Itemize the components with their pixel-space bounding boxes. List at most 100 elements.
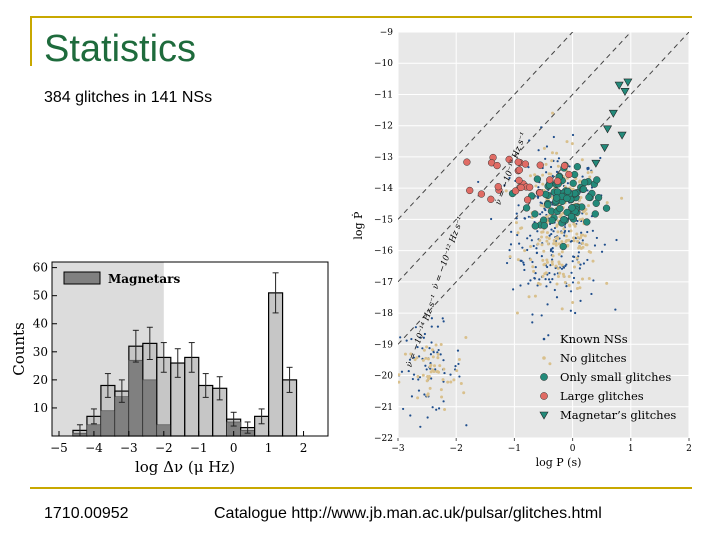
ppdot-point <box>546 303 549 306</box>
ppdot-point <box>576 239 580 243</box>
ppdot-legend-marker <box>539 411 549 420</box>
ppdot-point <box>568 165 571 168</box>
ppdot-point <box>569 240 572 243</box>
ppdot-point <box>565 170 573 179</box>
catalogue-link[interactable]: Catalogue http://www.jb.man.ac.uk/pulsar… <box>214 505 602 522</box>
ppdot-point <box>417 378 420 381</box>
ppdot-point <box>575 232 579 236</box>
ppdot-point <box>582 210 586 214</box>
ppdot-point <box>408 442 410 444</box>
ppdot-y-axis-label: log Ṗ <box>351 211 365 240</box>
ppdot-point <box>508 255 512 259</box>
ppdot-plot-area <box>398 32 689 444</box>
ppdot-point <box>549 281 552 284</box>
ppdot-point <box>564 187 572 195</box>
ppdot-point <box>456 349 460 352</box>
hist-legend-swatch <box>63 271 101 285</box>
ppdot-y-tick-label: −20 <box>374 372 393 382</box>
ppdot-point <box>529 279 532 282</box>
ppdot-point <box>408 358 412 361</box>
ppdot-point <box>423 332 426 336</box>
ppdot-point <box>537 186 540 189</box>
ppdot-x-tick-label: 0 <box>570 444 576 454</box>
ppdot-magnetar-point <box>591 159 601 168</box>
hist-legend-label: Magnetars <box>108 272 180 286</box>
ppdot-point <box>545 258 549 262</box>
ppdot-point <box>560 250 564 254</box>
ppdot-point <box>557 260 561 264</box>
ppdot-point <box>552 238 556 242</box>
ppdot-point <box>523 217 527 220</box>
ppdot-point <box>580 178 589 187</box>
ppdot-point <box>435 370 439 374</box>
ppdot-point <box>593 244 597 247</box>
ppdot-point <box>515 176 523 185</box>
ppdot-point <box>614 308 617 311</box>
ppdot-point <box>532 269 536 273</box>
ppdot-point <box>572 276 576 280</box>
ppdot-point <box>548 362 552 366</box>
ppdot-point <box>557 157 561 160</box>
ppdot-point <box>550 159 554 163</box>
ppdot-point <box>570 271 573 274</box>
ppdot-point <box>551 258 554 261</box>
ppdot-point <box>546 242 550 246</box>
hist-y-tick-label: 50 <box>33 289 48 303</box>
ppdot-point <box>536 189 544 197</box>
ppdot-point <box>552 242 556 246</box>
ppdot-legend-label: Large glitches <box>560 389 644 403</box>
ppdot-point <box>430 317 433 320</box>
ppdot-point <box>531 210 539 218</box>
ppdot-point <box>541 182 545 186</box>
ppdot-point <box>592 199 600 207</box>
ppdot-point <box>560 240 564 244</box>
hist-bar-magnetar <box>100 410 116 437</box>
ppdot-point <box>581 241 585 245</box>
ppdot-point <box>545 260 549 264</box>
ppdot-point <box>429 363 433 367</box>
ppdot-y-tick-label: −12 <box>374 122 393 132</box>
ppdot-point <box>540 235 544 239</box>
ppdot-point <box>537 149 540 152</box>
ppdot-legend-marker <box>540 373 548 381</box>
ppdot-point <box>541 230 545 234</box>
ppdot-point <box>582 262 586 265</box>
glitch-size-histogram: −5 −4 −3 −2 −1 0 1 2 10 20 30 40 50 60 log Δν (μ Hz) Co… <box>10 261 329 476</box>
ppdot-point <box>430 377 433 380</box>
ppdot-point <box>581 239 584 242</box>
ppdot-point <box>563 281 567 285</box>
ppdot-point <box>412 373 416 376</box>
ppdot-point <box>554 243 558 247</box>
bottom-rule <box>30 487 692 489</box>
ppdot-point <box>587 276 591 280</box>
ppdot-point <box>505 261 509 265</box>
hist-plot-frame <box>51 261 329 437</box>
ppdot-point <box>536 230 539 233</box>
ppdot-point <box>575 256 579 260</box>
ppdot-point <box>565 238 569 242</box>
ppdot-point <box>442 359 445 362</box>
ppdot-point <box>464 336 468 340</box>
hist-x-tick-label: −5 <box>50 441 68 455</box>
arxiv-reference: 1710.00952 <box>44 505 129 522</box>
ppdot-x-axis-label: log P (s) <box>536 456 582 469</box>
ppdot-point <box>557 252 561 256</box>
ppdot-point <box>477 190 486 198</box>
ppdot-legend-marker <box>542 356 546 360</box>
ppdot-point <box>458 375 461 378</box>
ppdot-magnetar-point <box>614 81 624 90</box>
ppdot-point <box>457 358 461 362</box>
ppdot-point <box>454 365 457 368</box>
ppdot-point <box>551 247 554 250</box>
ppdot-point <box>545 235 549 239</box>
ppdot-point <box>548 271 551 275</box>
ppdot-point <box>556 275 560 279</box>
ppdot-point <box>560 215 568 224</box>
ppdot-point <box>449 380 453 384</box>
ppdot-point <box>435 408 438 411</box>
ppdot-y-tick-label: −13 <box>374 153 393 163</box>
ppdot-point <box>563 194 571 203</box>
slide-subtitle: 384 glitches in 141 NSs <box>44 89 213 106</box>
ppdot-point <box>528 174 532 178</box>
ppdot-point <box>551 174 554 178</box>
